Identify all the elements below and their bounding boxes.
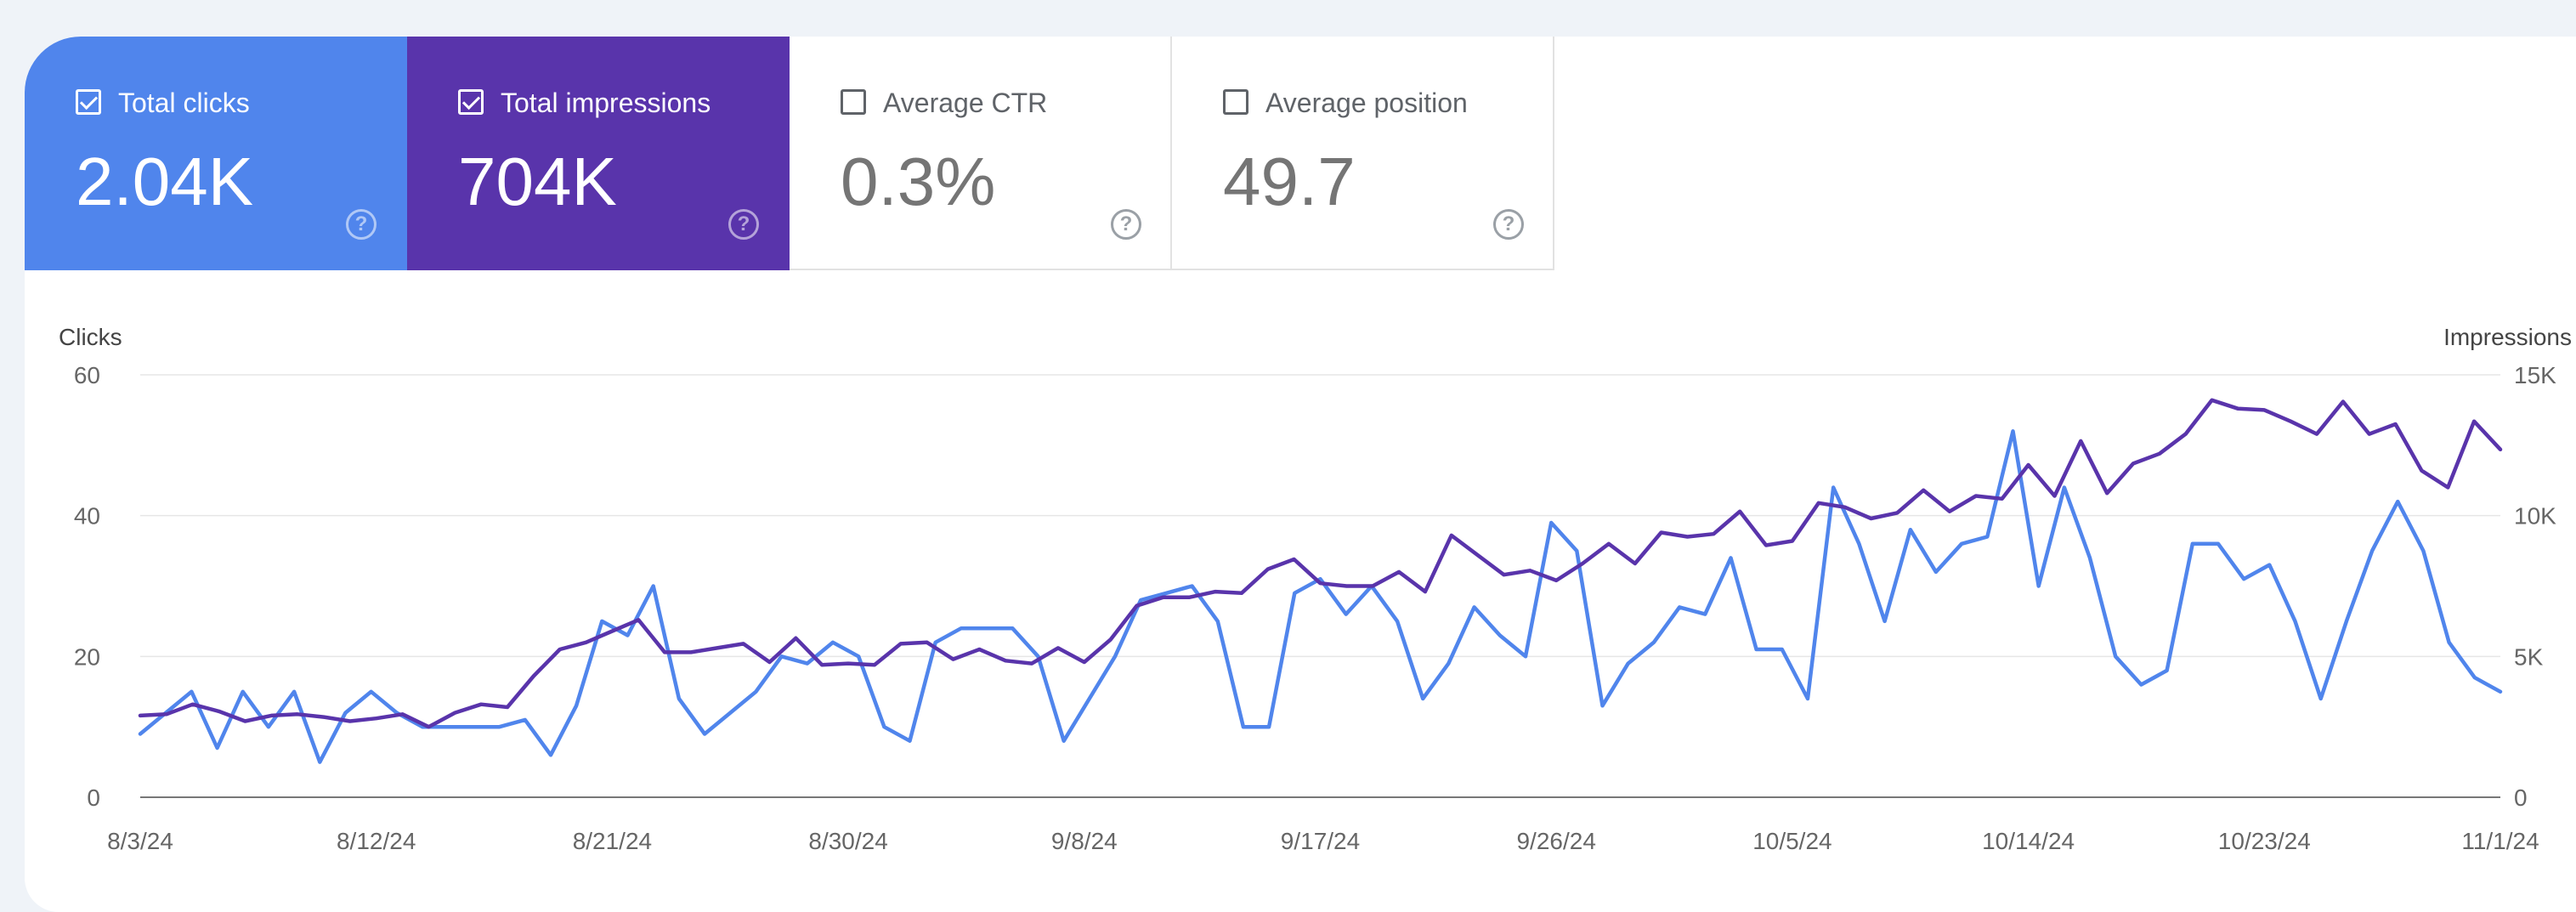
metric-label: Total impressions xyxy=(501,88,711,118)
series-lines xyxy=(138,398,2503,764)
left-tick-label: 0 xyxy=(87,785,100,811)
x-tick-label: 10/14/24 xyxy=(1982,828,2075,854)
x-tick-label: 10/23/24 xyxy=(2218,828,2311,854)
performance-panel: Total clicks 2.04K ? Total impressions 7… xyxy=(25,37,2576,912)
right-axis-title: Impressions xyxy=(2443,324,2572,350)
metric-card-average-position[interactable]: Average position 49.7 ? xyxy=(1172,37,1554,270)
metric-value: 49.7 xyxy=(1223,144,1356,219)
left-tick-label: 60 xyxy=(74,362,100,388)
impressions-line xyxy=(138,398,2503,729)
right-tick-label: 0 xyxy=(2514,785,2528,811)
x-tick-label: 8/3/24 xyxy=(107,828,173,854)
gridlines xyxy=(140,374,2500,798)
right-tick-label: 10K xyxy=(2514,503,2556,530)
x-tick-label: 10/5/24 xyxy=(1752,828,1832,854)
x-tick-label: 8/21/24 xyxy=(573,828,652,854)
left-axis-ticks: 0 20 40 60 xyxy=(74,362,100,811)
metric-label: Average position xyxy=(1265,88,1468,118)
left-tick-label: 20 xyxy=(74,643,100,670)
checkbox-unchecked-icon[interactable] xyxy=(841,89,866,115)
left-tick-label: 40 xyxy=(74,503,100,530)
left-axis-title: Clicks xyxy=(59,324,122,350)
metric-value: 0.3% xyxy=(841,144,996,219)
right-axis-ticks: 0 5K 10K 15K xyxy=(2514,362,2556,811)
metric-value: 704K xyxy=(458,144,617,219)
x-tick-label: 9/8/24 xyxy=(1051,828,1118,854)
checkbox-unchecked-icon[interactable] xyxy=(1223,89,1248,115)
help-icon[interactable]: ? xyxy=(728,209,759,240)
help-icon[interactable]: ? xyxy=(1111,209,1141,240)
metric-value: 2.04K xyxy=(76,144,254,219)
x-tick-label: 11/1/24 xyxy=(2461,828,2539,854)
checkbox-checked-icon[interactable] xyxy=(76,89,101,115)
help-icon[interactable]: ? xyxy=(346,209,376,240)
checkbox-checked-icon[interactable] xyxy=(458,89,484,115)
right-tick-label: 15K xyxy=(2514,362,2556,388)
metric-label: Total clicks xyxy=(118,88,250,118)
x-tick-label: 9/26/24 xyxy=(1516,828,1595,854)
metric-card-average-ctr[interactable]: Average CTR 0.3% ? xyxy=(790,37,1172,270)
x-axis-ticks: 8/3/24 8/12/24 8/21/24 8/30/24 9/8/24 9/17/24… xyxy=(107,828,2539,854)
metric-card-total-impressions[interactable]: Total impressions 704K ? xyxy=(407,37,790,270)
right-tick-label: 5K xyxy=(2514,643,2544,670)
x-tick-label: 8/30/24 xyxy=(808,828,887,854)
metric-label: Average CTR xyxy=(883,88,1048,118)
x-tick-label: 8/12/24 xyxy=(337,828,416,854)
clicks-line xyxy=(138,429,2503,764)
x-tick-label: 9/17/24 xyxy=(1281,828,1360,854)
help-icon[interactable]: ? xyxy=(1493,209,1524,240)
metric-card-total-clicks[interactable]: Total clicks 2.04K ? xyxy=(25,37,407,270)
